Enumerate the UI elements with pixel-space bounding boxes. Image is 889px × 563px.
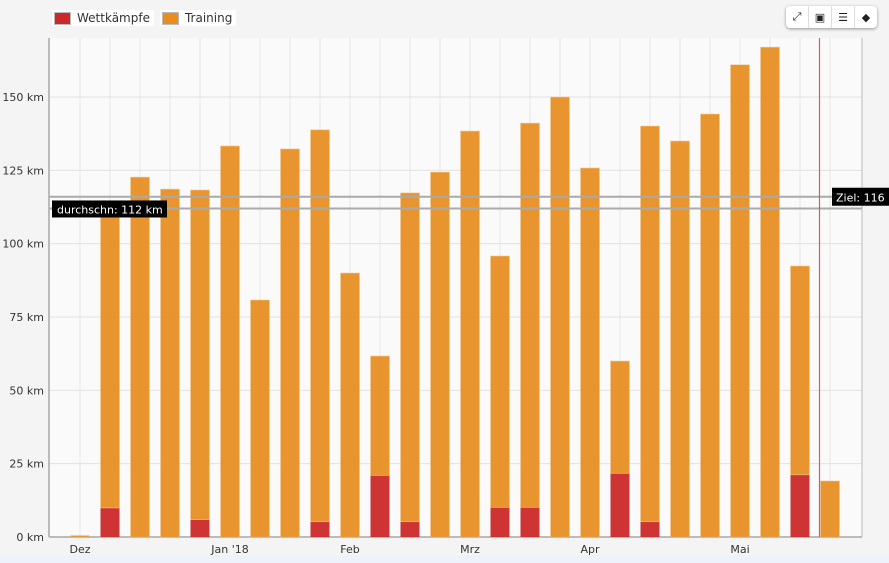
bar-training <box>730 64 750 538</box>
bar-training <box>370 355 390 476</box>
bar-training <box>610 360 630 474</box>
legend-item-training[interactable]: Training <box>159 10 237 26</box>
bar-training <box>640 125 660 523</box>
x-tick-label: Dez <box>69 543 90 555</box>
bar-training <box>130 176 150 538</box>
fullscreen-icon[interactable]: ⤢ <box>786 6 809 28</box>
bottom-band <box>0 555 889 563</box>
bar-training <box>550 96 570 538</box>
plot-area <box>49 38 862 537</box>
legend-item-wettkaempfe[interactable]: Wettkämpfe <box>52 10 154 26</box>
x-tick-label: Mrz <box>460 543 480 555</box>
x-tick-label: Apr <box>580 543 600 555</box>
legend: Wettkämpfe Training <box>52 10 237 26</box>
x-tick-label: Mai <box>730 543 749 555</box>
y-tick-label: 25 km <box>9 458 44 471</box>
bar-wettkaempfe <box>610 473 630 537</box>
bar-wettkaempfe <box>490 507 510 537</box>
bar-wettkaempfe <box>520 507 540 537</box>
bar-wettkaempfe <box>400 521 420 537</box>
x-tick-label: Feb <box>340 543 359 555</box>
y-tick-label: 150 km <box>2 91 44 104</box>
y-tick-label: 0 km <box>16 531 44 544</box>
goal-label: Ziel: 116 <box>836 192 885 205</box>
bar-wettkaempfe <box>790 474 810 537</box>
tag-icon[interactable]: ◆ <box>861 10 871 24</box>
y-tick-label: 100 km <box>2 238 44 251</box>
legend-swatch <box>54 11 71 25</box>
bar-training <box>220 145 240 538</box>
bar-training <box>430 171 450 538</box>
bar-wettkaempfe <box>190 519 210 537</box>
bar-training <box>310 129 330 523</box>
bar-training <box>460 130 480 538</box>
y-tick-label: 75 km <box>9 311 44 324</box>
legend-label: Wettkämpfe <box>77 11 150 25</box>
bar-training <box>280 148 300 538</box>
list-icon[interactable]: ☰ <box>832 6 855 28</box>
bar-wettkaempfe <box>370 475 390 537</box>
average-label: durchschn: 112 km <box>57 203 163 216</box>
bar-training <box>400 192 420 523</box>
save-icon[interactable]: ▣ <box>809 6 832 28</box>
bar-training <box>340 272 360 538</box>
average-label-bg <box>52 200 167 218</box>
bar-training <box>490 255 510 508</box>
x-tick-label: Jan '18 <box>210 543 248 555</box>
bar-training <box>160 188 180 538</box>
goal-label-bg <box>832 187 889 206</box>
chart-toolbar: ⤢ ▣ ☰ ◆ <box>786 6 877 28</box>
bar-training <box>70 535 90 538</box>
bar-training <box>190 189 210 520</box>
bar-training <box>580 167 600 538</box>
bar-training <box>520 122 540 508</box>
bar-wettkaempfe <box>310 521 330 537</box>
bar-training <box>100 211 120 509</box>
bar-wettkaempfe <box>640 521 660 537</box>
bar-training <box>700 113 720 538</box>
bar-training <box>820 480 840 538</box>
bar-training <box>670 140 690 538</box>
bar-wettkaempfe <box>100 507 120 537</box>
legend-swatch <box>161 11 179 25</box>
y-tick-label: 50 km <box>9 384 44 397</box>
bar-training <box>250 299 270 538</box>
legend-label: Training <box>184 11 233 25</box>
bar-training <box>760 46 780 538</box>
y-tick-label: 125 km <box>2 164 44 177</box>
bar-training <box>790 265 810 476</box>
